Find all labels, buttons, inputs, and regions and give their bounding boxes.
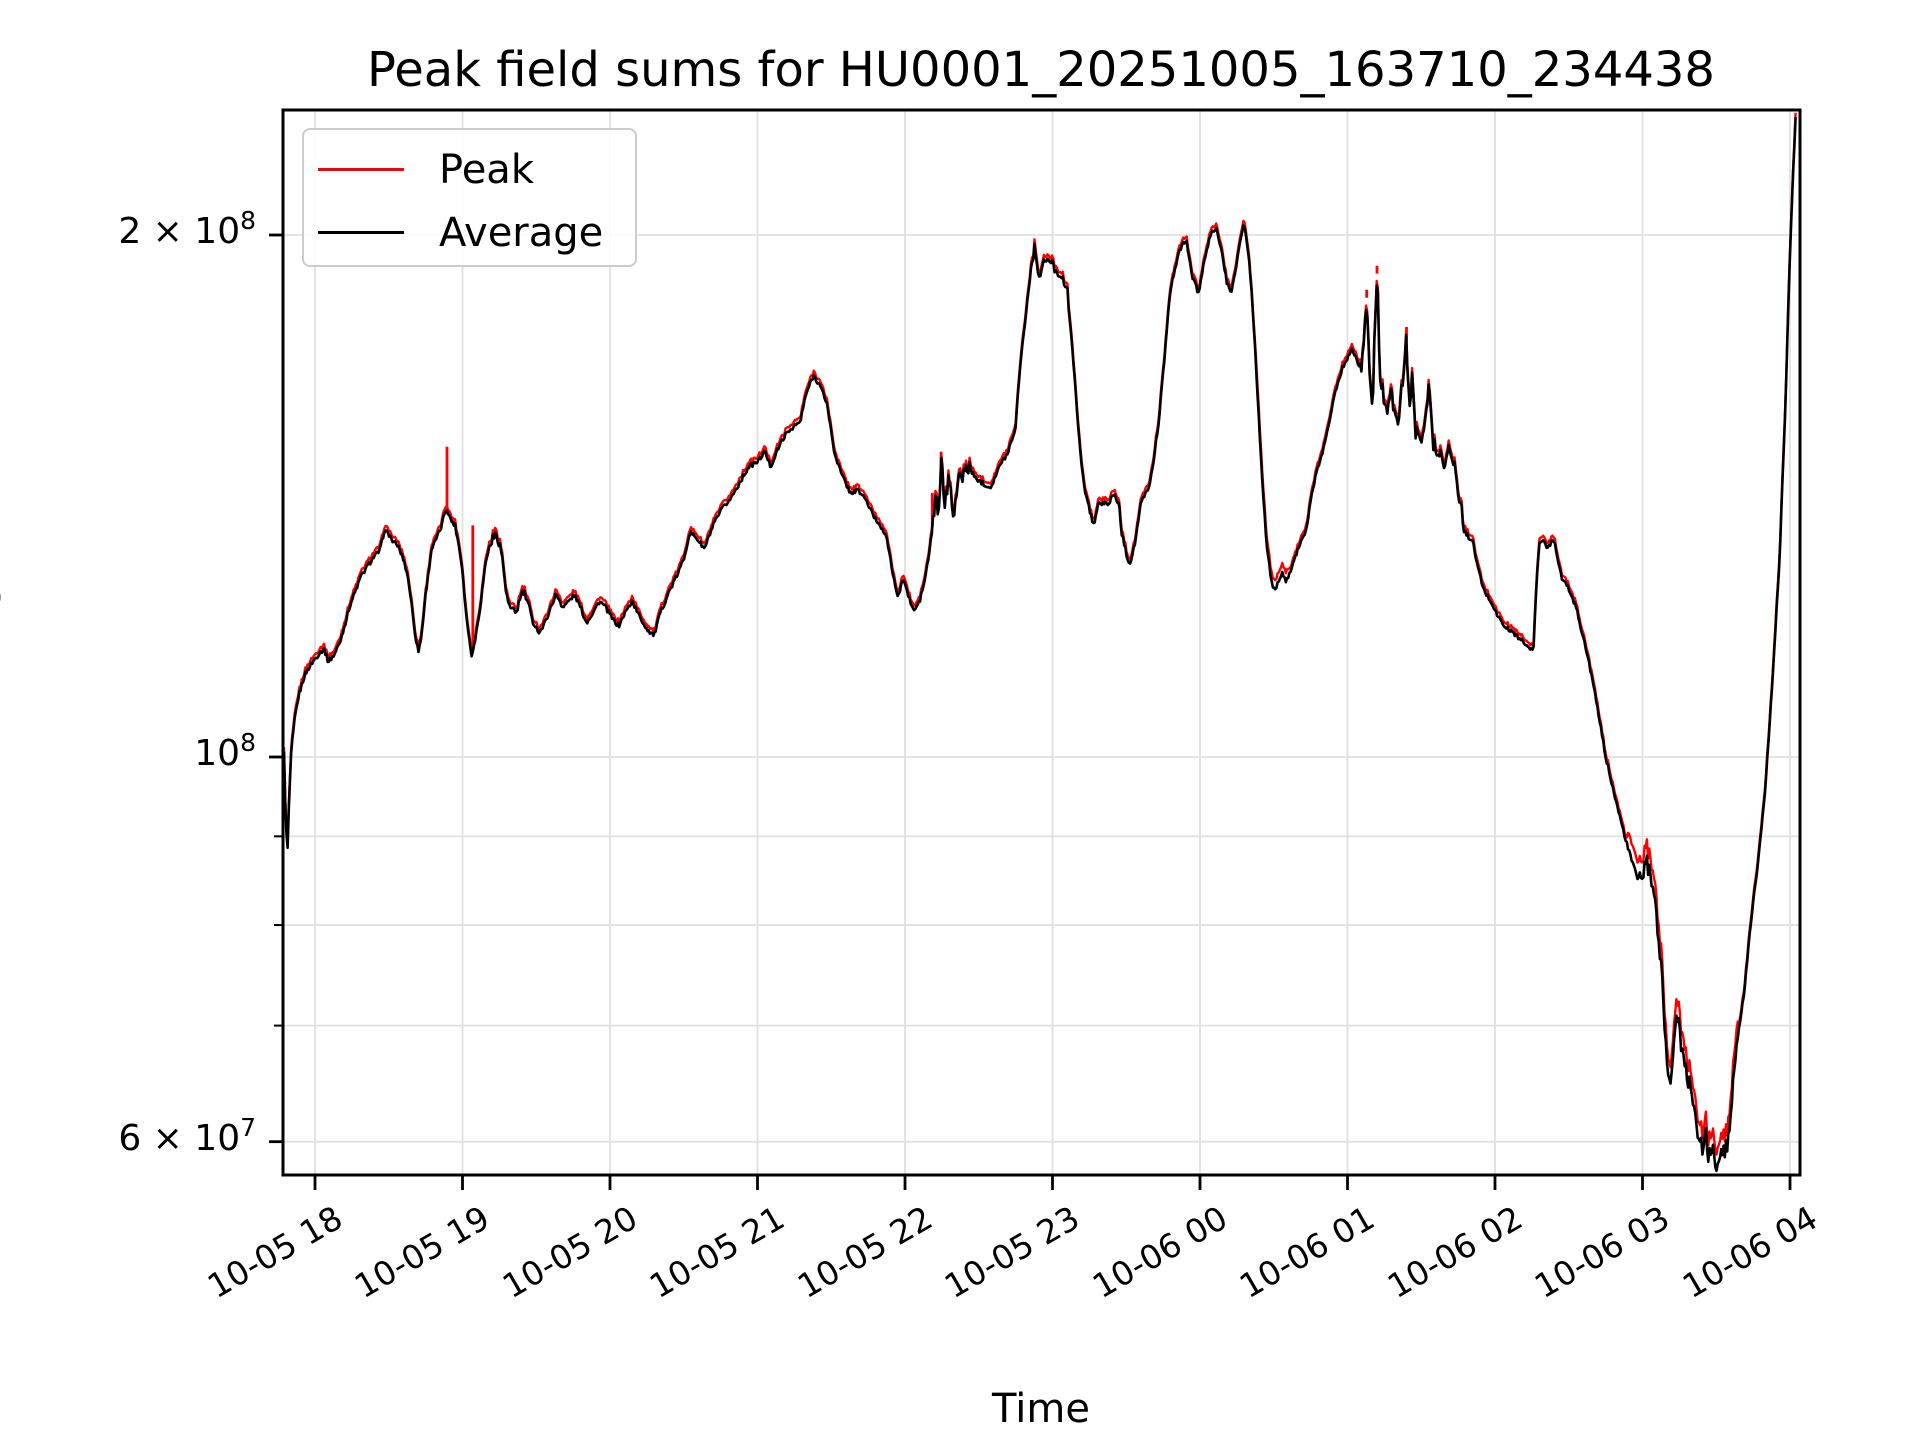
- plot-border: [281, 108, 1802, 1177]
- y-tick-exponent: 8: [240, 206, 256, 235]
- y-tick-base: 10: [194, 733, 241, 774]
- legend: Peak Average: [302, 128, 637, 267]
- x-axis-label: Time: [992, 1386, 1090, 1432]
- peak-line-swatch-icon: [318, 168, 404, 171]
- y-tick-base: 2 × 10: [118, 211, 241, 252]
- axis-ticks: [269, 233, 1792, 1190]
- y-tick-label: 6 × 107: [40, 1113, 256, 1159]
- y-tick-base: 6 × 10: [118, 1117, 241, 1159]
- average-line-swatch-icon: [318, 231, 404, 234]
- gridlines: [283, 110, 1800, 1175]
- y-axis-label: ADU: [0, 582, 10, 670]
- y-tick-label: 2 × 108: [40, 206, 256, 252]
- chart-title: Peak field sums for HU0001_20251005_1637…: [367, 42, 1715, 98]
- y-tick-exponent: 8: [240, 728, 256, 757]
- average-line: [283, 117, 1797, 1173]
- plot-background: [283, 110, 1800, 1175]
- y-tick-label: 108: [40, 728, 256, 774]
- y-tick-exponent: 7: [240, 1112, 256, 1142]
- legend-item-average: Average: [439, 210, 604, 256]
- legend-item-peak: Peak: [439, 147, 534, 193]
- peak-line: [283, 112, 1797, 1156]
